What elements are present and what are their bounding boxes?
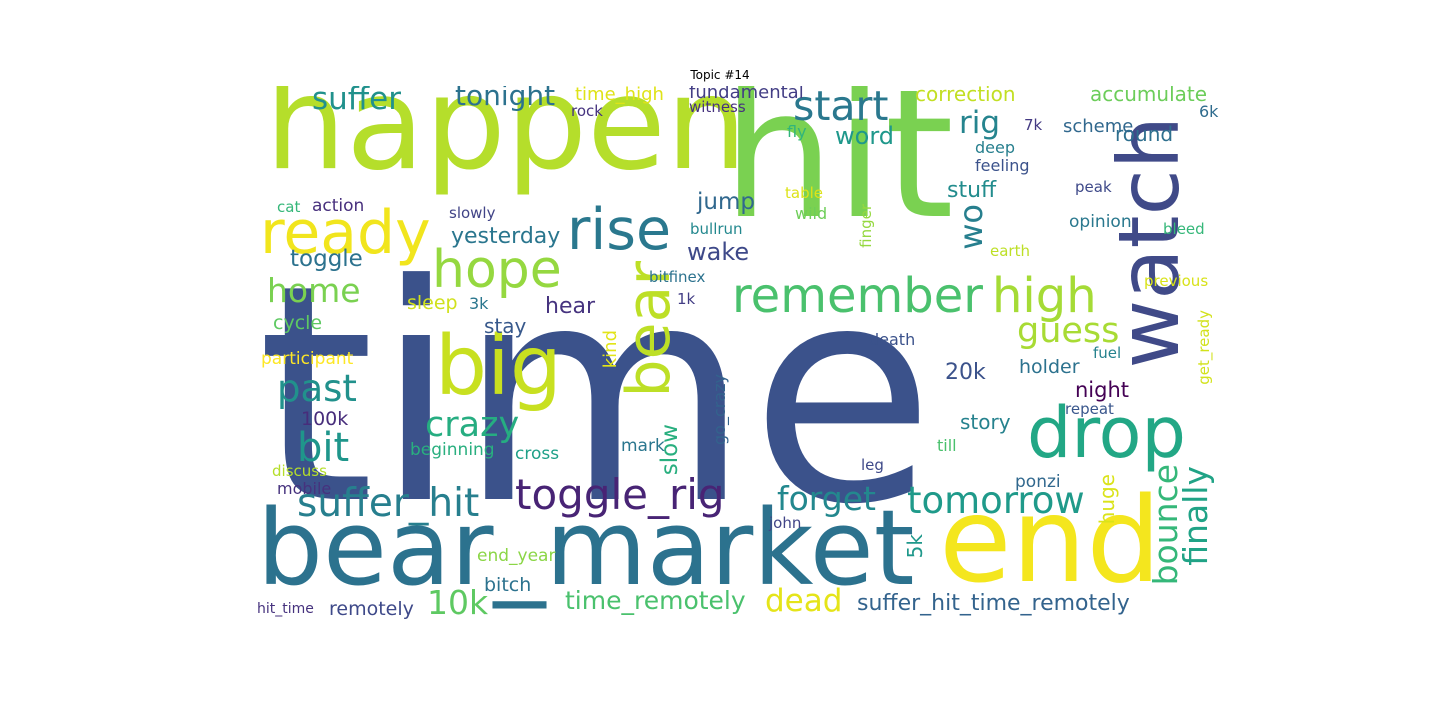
word-crazy: crazy — [425, 405, 520, 445]
word-night: night — [1075, 378, 1130, 402]
word-bullrun: bullrun — [690, 220, 743, 238]
word-fly: fly — [787, 122, 807, 141]
word-ponzi: ponzi — [1015, 472, 1061, 492]
word-till: till — [937, 436, 957, 455]
word-word: word — [835, 122, 894, 150]
word-fuel: fuel — [1093, 344, 1122, 362]
word-finger: finger — [857, 204, 875, 248]
word-bitfinex: bitfinex — [649, 268, 706, 286]
word-fundamental: fundamental — [689, 86, 804, 103]
word-high: high — [992, 268, 1097, 324]
word-participant: participant — [261, 349, 354, 369]
word-mobile: mobile — [277, 479, 332, 498]
word-huge: huge — [1095, 474, 1119, 525]
word-wo: wo — [952, 204, 990, 250]
word-end: end — [939, 471, 1162, 609]
word-earth: earth — [990, 242, 1030, 260]
word-toggle: toggle — [290, 246, 363, 272]
word-yesterday: yesterday — [451, 224, 561, 249]
word-opinion: opinion — [1069, 212, 1132, 232]
word-hear: hear — [545, 294, 596, 319]
word-jump: jump — [697, 189, 755, 215]
word-5k: 5k — [903, 534, 927, 559]
chart-title: Topic #14 — [690, 68, 750, 82]
word-scheme: scheme — [1063, 116, 1134, 137]
word-home: home — [267, 271, 361, 310]
word-tomorrow: tomorrow — [907, 479, 1085, 522]
word-dead: dead — [765, 583, 843, 619]
word-big: big — [435, 319, 562, 414]
word-wild: wild — [795, 204, 828, 223]
word-wake: wake — [687, 238, 750, 266]
word-cloud: time hit happen bear_market end watch drop big b… — [257, 86, 1223, 631]
word-hope: hope — [432, 240, 562, 300]
word-guess: guess — [1017, 311, 1120, 351]
word-holder: holder — [1019, 356, 1080, 378]
word-drop: drop — [1027, 392, 1186, 474]
word-beginning: beginning — [410, 440, 495, 460]
word-finally: finally — [1176, 466, 1215, 566]
word-feeling: feeling — [975, 156, 1030, 175]
word-rock: rock — [571, 102, 603, 120]
word-3k: 3k — [469, 294, 489, 313]
word-discuss: discuss — [272, 462, 327, 480]
word-stuff: stuff — [947, 178, 997, 203]
word-remember: remember — [732, 268, 983, 324]
word-end-year: end_year — [477, 546, 556, 566]
word-cat: cat — [277, 198, 301, 216]
word-death: death — [869, 330, 916, 349]
word-remotely: remotely — [329, 598, 414, 620]
word-peak: peak — [1075, 178, 1112, 196]
word-watch: watch — [1100, 116, 1198, 369]
word-previous: previous — [1144, 272, 1209, 290]
word-bear-market: bear_market — [257, 487, 915, 609]
word-20k: 20k — [945, 360, 986, 385]
word-story: story — [960, 410, 1011, 434]
word-rig: rig — [959, 105, 1001, 141]
word-tonight: tonight — [455, 86, 556, 112]
word-kind: kind — [600, 330, 621, 369]
word-time: time — [257, 221, 935, 570]
word-happen: happen — [265, 86, 747, 199]
word-suffer-hit-time-remotely: suffer_hit_time_remotely — [857, 591, 1130, 616]
word-leg: leg — [861, 456, 884, 474]
word-deep: deep — [975, 138, 1015, 157]
word-accumulate: accumulate — [1090, 86, 1208, 106]
word-go-crazy: go_crazy — [710, 374, 729, 445]
word-6k: 6k — [1199, 102, 1219, 121]
word-forget: forget — [777, 479, 876, 518]
word-ready: ready — [260, 198, 431, 268]
word-past: past — [277, 367, 357, 410]
word-slowly: slowly — [449, 204, 496, 222]
word-stay: stay — [484, 314, 527, 338]
word-10k: 10k — [427, 583, 489, 622]
word-suffer-hit: suffer_hit — [297, 481, 480, 526]
word-100k: 100k — [301, 408, 349, 430]
word-time-remotely: time_remotely — [565, 586, 746, 615]
word-john: john — [769, 514, 802, 532]
word-round: round — [1115, 122, 1174, 146]
word-table: table — [785, 184, 823, 202]
word-cycle: cycle — [273, 312, 323, 334]
word-hit: hit — [722, 86, 955, 258]
word-get-ready: get_ready — [1195, 310, 1213, 385]
word-mark: mark — [621, 436, 665, 456]
word-cross: cross — [515, 444, 560, 464]
word-rise: rise — [567, 197, 672, 263]
word-repeat: repeat — [1065, 400, 1114, 418]
word-7k: 7k — [1024, 116, 1043, 134]
word-suffer: suffer — [312, 86, 401, 117]
word-bitch: bitch — [484, 574, 532, 596]
word-bit: bit — [297, 425, 350, 471]
word-correction: correction — [915, 86, 1016, 106]
word-toggle-rig: toggle_rig — [515, 470, 725, 519]
word-action: action — [312, 196, 365, 216]
word-witness: witness — [689, 98, 746, 116]
word-bleed: bleed — [1163, 220, 1205, 238]
word-hit-time: hit_time — [257, 601, 314, 617]
word-sleep: sleep — [407, 292, 458, 314]
word-1k: 1k — [677, 290, 696, 308]
word-start: start — [793, 86, 889, 130]
word-time-high: time_high — [575, 86, 664, 105]
